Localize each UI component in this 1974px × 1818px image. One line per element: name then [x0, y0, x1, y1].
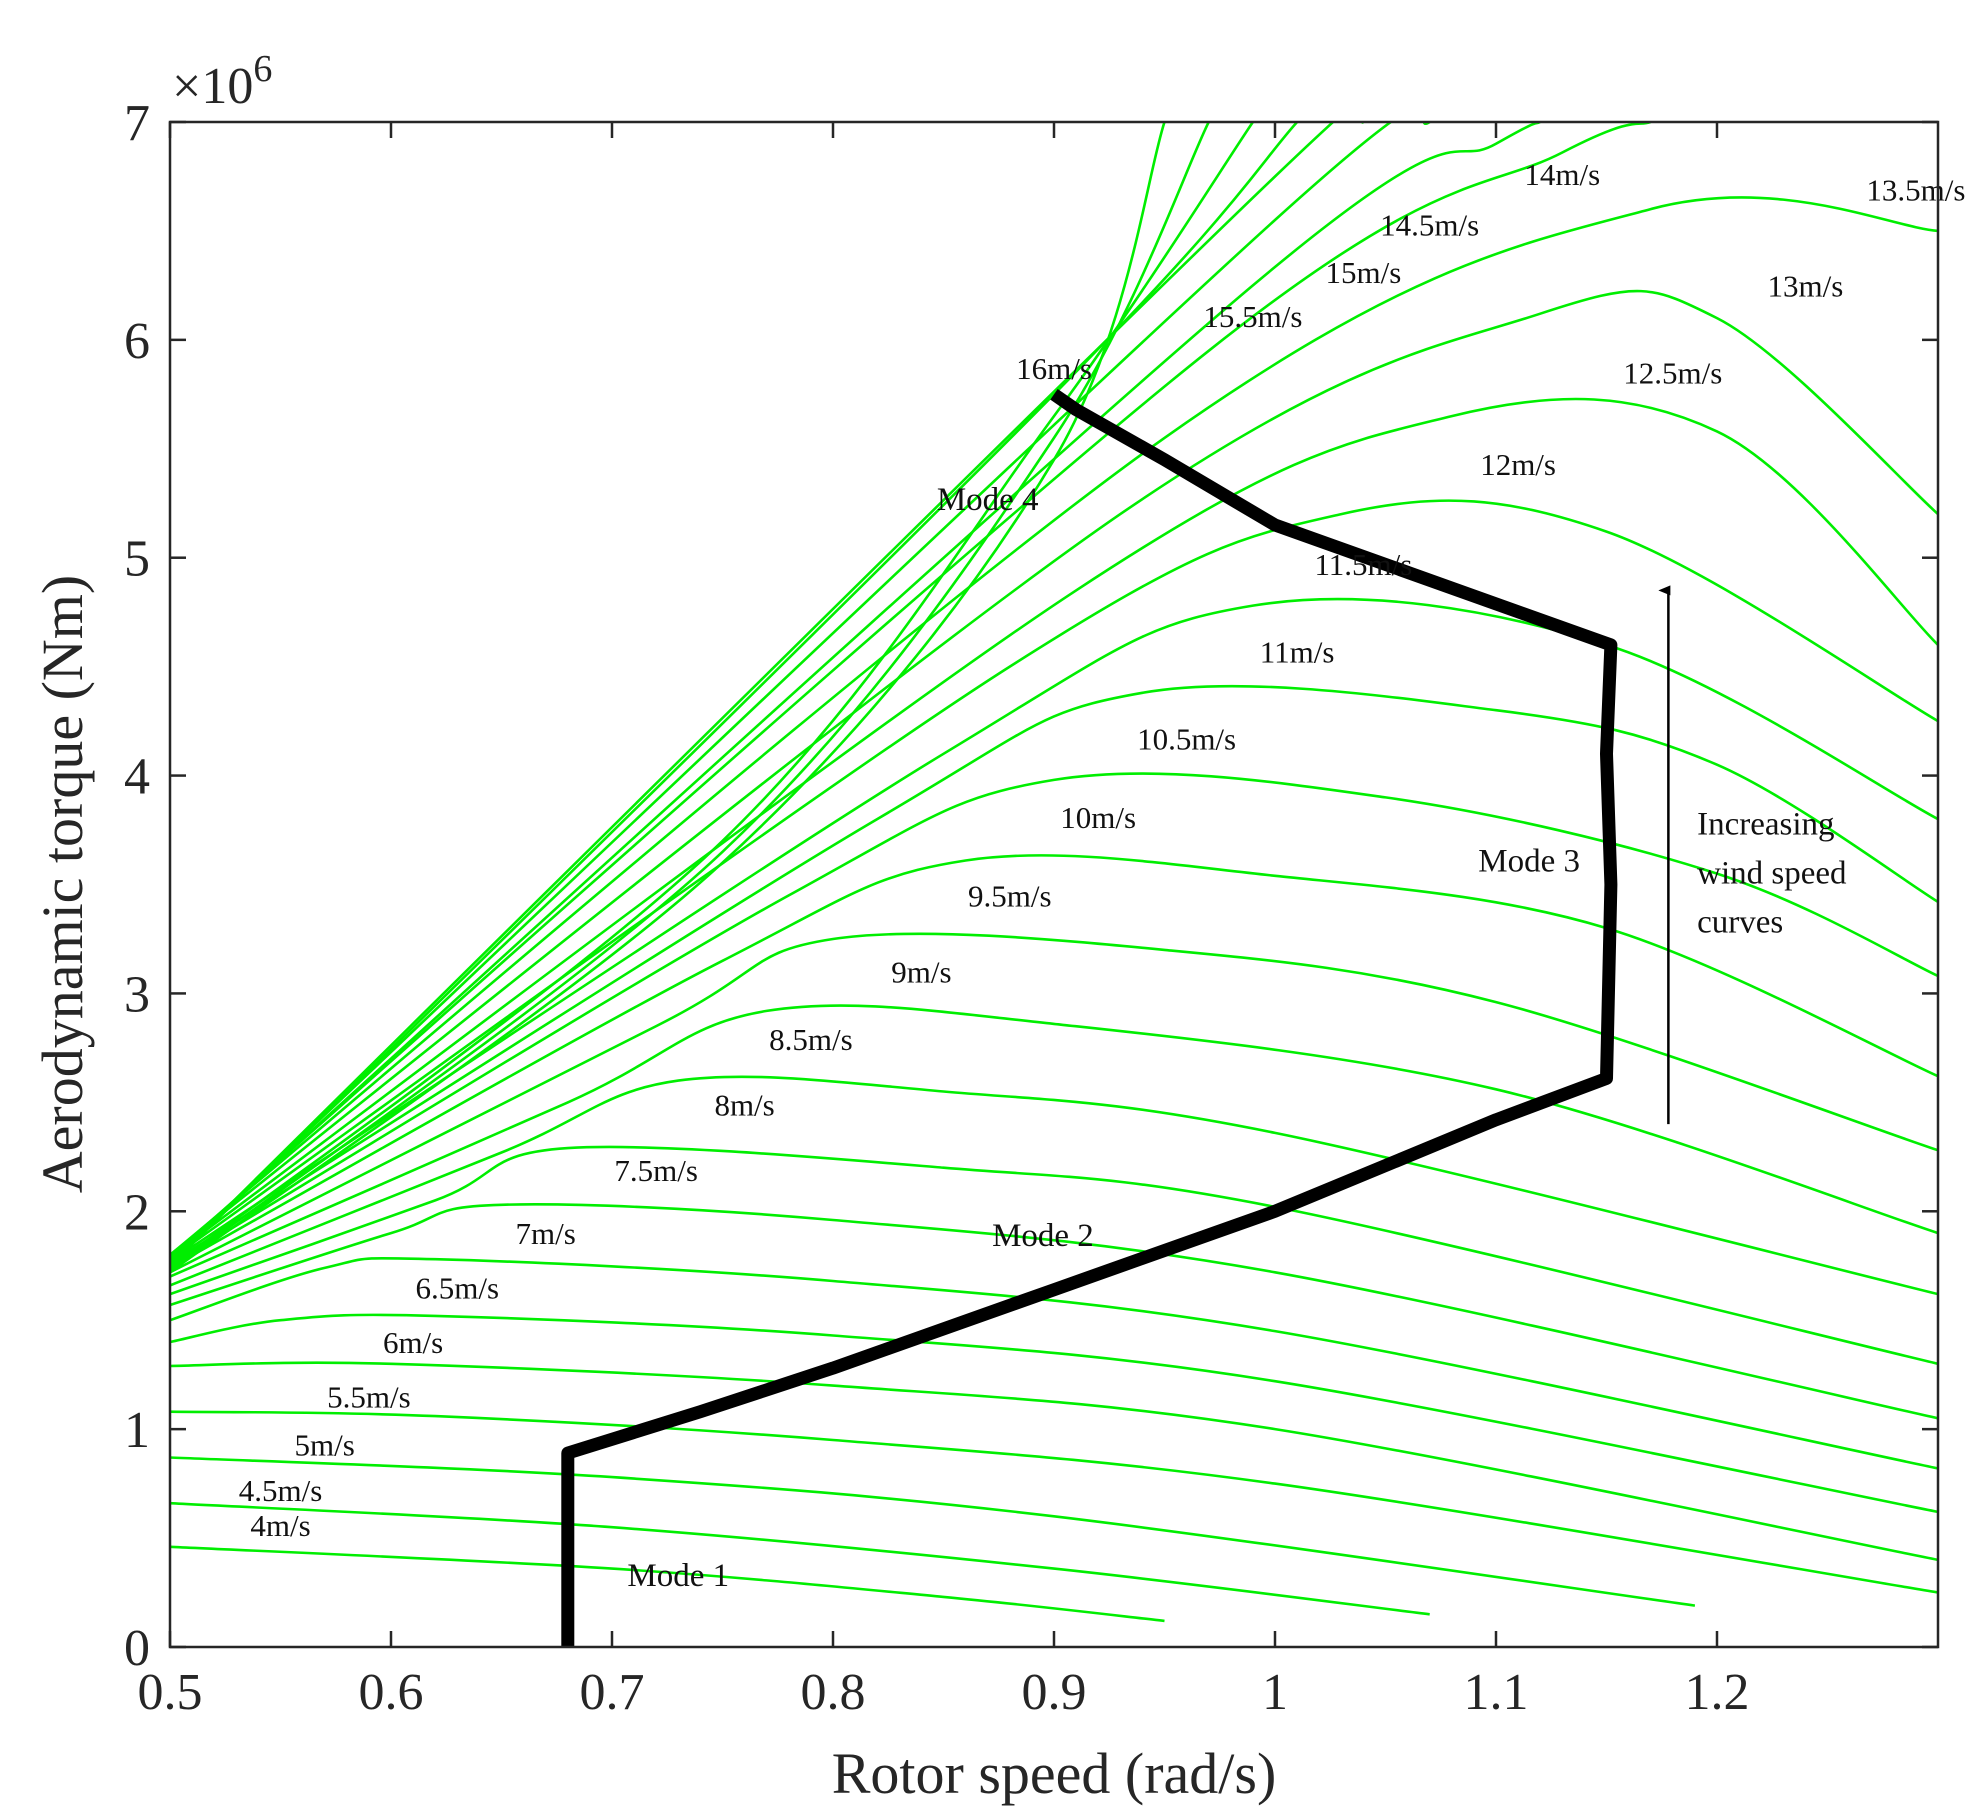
mode-annotations: Mode 1 Mode 2 Mode 3 Mode 4 [627, 482, 1580, 1594]
wind-curve-26 [170, 122, 1210, 1272]
wind-curve-label: 14m/s [1524, 157, 1600, 192]
wind-curve-17 [170, 397, 1938, 1259]
wind-curve-label: 7.5m/s [614, 1153, 698, 1188]
trajectory-line [561, 388, 1618, 1647]
wind-curve-14 [170, 684, 1938, 1265]
wind-curve-13 [170, 772, 1938, 1267]
wind-curve-label: 8.5m/s [769, 1022, 853, 1057]
wind-curve-label: 9m/s [891, 955, 951, 990]
wind-curve-label: 15.5m/s [1203, 299, 1302, 334]
wind-speed-labels: 4m/s4.5m/s 5m/s 5.5m/s 6m/s 6.5m/s 7m/s 7.5m/s… [239, 157, 1966, 1543]
x-axis-title: Rotor speed (rad/s) [832, 1741, 1277, 1806]
wind-curve-label: 11m/s [1260, 634, 1335, 669]
x-tick-label: 0.6 [359, 1664, 424, 1721]
wind-curve-label: 10m/s [1060, 800, 1136, 835]
y-tick-label: 4 [124, 749, 150, 806]
wind-curve-6 [170, 1256, 1938, 1470]
y-tick-label: 5 [124, 531, 150, 588]
wind-curve-9 [170, 1075, 1938, 1296]
wind-curve-15 [170, 597, 1938, 1263]
wind-curve-label: 13m/s [1768, 268, 1844, 303]
mode-label: Mode 1 [627, 1558, 729, 1594]
x-tick-label: 0.9 [1022, 1664, 1087, 1721]
wind-curve-label: 6m/s [383, 1325, 443, 1360]
wind-curve-label: 4.5m/s [239, 1473, 323, 1508]
increasing-wind-arrow: Increasing wind speed curves [1658, 585, 1847, 1125]
y-multiplier: ×106 [172, 48, 272, 115]
wind-curve-7 [170, 1203, 1938, 1420]
wind-curve-label: 12m/s [1480, 447, 1556, 482]
wind-curve-3 [170, 1410, 1938, 1594]
wind-curve-22 [170, 122, 1431, 1263]
mode-label: Mode 2 [992, 1218, 1094, 1254]
x-tick-label: 1.2 [1685, 1664, 1750, 1721]
wind-curve-label: 16m/s [1016, 351, 1092, 386]
wind-curve-4 [170, 1361, 1938, 1562]
arrow-label-line: Increasing [1697, 806, 1834, 842]
wind-curve-18 [170, 289, 1938, 1256]
wind-curve-19 [170, 196, 1938, 1256]
y-tick-label: 2 [124, 1184, 150, 1241]
y-tick-label: 3 [124, 966, 150, 1023]
arrow-label-line: curves [1697, 904, 1783, 940]
x-tick-label: 0.5 [138, 1664, 203, 1721]
y-tick-label: 0 [124, 1620, 150, 1677]
mode-label: Mode 4 [937, 482, 1039, 518]
y-multiplier-exp: 6 [253, 48, 272, 90]
wind-curve-label: 5m/s [295, 1427, 355, 1462]
wind-curve-label: 15m/s [1326, 255, 1402, 290]
x-tick-label: 1 [1262, 1664, 1288, 1721]
y-tick-label: 7 [124, 95, 150, 152]
y-multiplier-base: ×10 [172, 58, 253, 115]
wind-curve-27 [170, 122, 1166, 1274]
wind-curve-5 [170, 1313, 1938, 1514]
wind-curve-label: 12.5m/s [1623, 355, 1722, 390]
x-tick-label: 0.8 [801, 1664, 866, 1721]
wind-curve-label: 7m/s [516, 1216, 576, 1251]
mode-label: Mode 3 [1478, 843, 1580, 879]
wind-curve-label: 13.5m/s [1866, 172, 1965, 207]
wind-curve-2 [170, 1456, 1696, 1607]
y-tick-label: 1 [124, 1402, 150, 1459]
wind-curve-label: 8m/s [714, 1087, 774, 1122]
x-tick-label: 0.7 [580, 1664, 645, 1721]
arrow-label-line: wind speed [1697, 855, 1847, 891]
y-tick-label: 6 [124, 313, 150, 370]
axis-ticks: 0.5 0.6 0.7 0.8 0.9 1 1.1 1.2 0 1 2 3 4 5 6 7 [124, 95, 1938, 1721]
wind-speed-curves [170, 122, 1938, 1623]
wind-curve-16 [170, 499, 1938, 1261]
wind-curve-label: 9.5m/s [968, 878, 1052, 913]
wind-curve-8 [170, 1145, 1938, 1366]
wind-curve-0 [170, 1545, 1165, 1623]
wind-curve-21 [170, 122, 1541, 1261]
wind-curve-11 [170, 932, 1938, 1274]
y-axis-title: Aerodynamic torque (Nm) [30, 575, 95, 1193]
wind-curve-20 [170, 122, 1652, 1258]
control-trajectory [561, 388, 1618, 1647]
wind-curve-10 [170, 1004, 1938, 1278]
wind-curve-label: 4m/s [250, 1508, 310, 1543]
wind-curve-label: 6.5m/s [416, 1270, 500, 1305]
wind-curve-1 [170, 1501, 1430, 1616]
x-tick-label: 1.1 [1464, 1664, 1529, 1721]
wind-curve-label: 11.5m/s [1314, 547, 1412, 582]
wind-curve-label: 5.5m/s [327, 1379, 411, 1414]
wind-curve-label: 14.5m/s [1380, 207, 1479, 242]
wind-curve-label: 10.5m/s [1137, 721, 1236, 756]
wind-curve-12 [170, 854, 1938, 1270]
wind-curve-25 [170, 122, 1254, 1269]
wind-curve-24 [170, 122, 1299, 1267]
